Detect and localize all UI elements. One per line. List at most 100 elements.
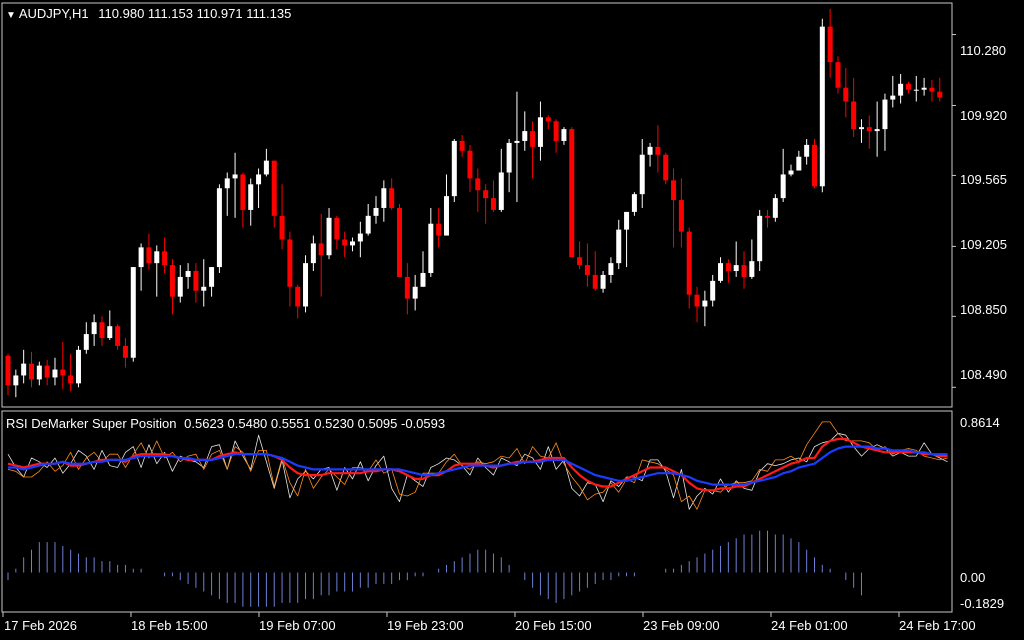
price-tick: 109.205 bbox=[960, 237, 1007, 252]
candle-bear bbox=[725, 263, 731, 272]
candle-bull bbox=[52, 369, 58, 378]
candle-bull bbox=[804, 144, 810, 157]
candle-bull bbox=[898, 83, 904, 96]
candle-bull bbox=[749, 261, 755, 277]
candle-bull bbox=[209, 267, 215, 287]
candle-bull bbox=[248, 184, 254, 210]
candle-bear bbox=[342, 239, 348, 246]
candle-bull bbox=[154, 251, 160, 264]
candle-bear bbox=[843, 87, 849, 102]
series-line-white-thin bbox=[7, 432, 948, 510]
histogram-layer bbox=[7, 530, 862, 607]
candle-bull bbox=[631, 194, 637, 212]
candle-bear bbox=[279, 215, 285, 240]
candle-bull bbox=[107, 326, 113, 339]
price-tick: 108.850 bbox=[960, 302, 1007, 317]
candle-bull bbox=[819, 26, 825, 187]
candle-bear bbox=[835, 62, 841, 88]
candle-bull bbox=[890, 95, 896, 100]
candle-bear bbox=[295, 286, 301, 307]
series-line-blue bbox=[8, 445, 948, 486]
symbol-label: AUDJPY,H1 bbox=[18, 6, 89, 21]
candle-bull bbox=[263, 160, 269, 175]
indicator-values: 0.5623 0.5480 0.5551 0.5230 0.5095 -0.05… bbox=[184, 416, 446, 431]
candle-bull bbox=[75, 349, 81, 384]
candle-bull bbox=[796, 156, 802, 171]
series-line-orange-thin bbox=[7, 421, 948, 510]
time-tick: 19 Feb 23:00 bbox=[387, 618, 464, 633]
candle-bear bbox=[671, 180, 677, 201]
candle-bear bbox=[827, 26, 833, 63]
candle-bull bbox=[451, 140, 457, 197]
candle-bear bbox=[475, 178, 481, 191]
candle-bull bbox=[718, 263, 724, 281]
main-pane-frame bbox=[1, 2, 953, 408]
time-tick: 17 Feb 2026 bbox=[4, 618, 78, 633]
candle-bull bbox=[772, 198, 778, 218]
time-tick: 24 Feb 17:00 bbox=[899, 618, 976, 633]
indicator-name: RSI DeMarker Super Position bbox=[6, 416, 177, 431]
candle-bull bbox=[913, 89, 919, 91]
candle-bull bbox=[350, 241, 356, 246]
candle-bull bbox=[506, 142, 512, 173]
candle-bear bbox=[318, 243, 324, 256]
candle-bull bbox=[216, 188, 222, 268]
indicator-tick: -0.1829 bbox=[960, 596, 1005, 611]
candle-bear bbox=[483, 190, 489, 199]
candle-bull bbox=[733, 265, 739, 272]
candle-bear bbox=[678, 200, 684, 232]
main-header[interactable]: ▼ AUDJPY,H1 110.980 111.153 110.971 111.… bbox=[6, 7, 291, 23]
candle-bear bbox=[28, 363, 34, 380]
price-tick: 110.280 bbox=[960, 43, 1007, 58]
candle-bull bbox=[710, 280, 716, 301]
symbol-dropdown-icon[interactable]: ▼ bbox=[6, 10, 16, 21]
candle-bull bbox=[702, 300, 708, 307]
candle-bear bbox=[655, 146, 661, 155]
candle-bear bbox=[44, 365, 50, 378]
candle-bear bbox=[905, 83, 911, 90]
candle-bull bbox=[357, 233, 363, 242]
candle-bear bbox=[287, 239, 293, 287]
candle-bull bbox=[600, 274, 606, 289]
indicator-lines-layer bbox=[7, 421, 948, 510]
candle-bull bbox=[373, 207, 379, 216]
candle-bull bbox=[498, 172, 504, 210]
candle-bull bbox=[514, 140, 520, 143]
candle-bull bbox=[522, 131, 528, 141]
candle-bull bbox=[138, 247, 144, 268]
candle-bear bbox=[584, 265, 590, 275]
candle-bear bbox=[765, 215, 771, 218]
candle-bull bbox=[647, 146, 653, 155]
candle-bear bbox=[122, 345, 128, 358]
candle-bear bbox=[68, 375, 74, 384]
candle-bull bbox=[882, 99, 888, 130]
series-line-red bbox=[7, 437, 948, 492]
candle-bear bbox=[404, 276, 410, 299]
candle-bull bbox=[874, 129, 880, 132]
candle-bear bbox=[866, 127, 872, 132]
candle-bull bbox=[83, 334, 89, 350]
time-tick: 20 Feb 15:00 bbox=[515, 618, 592, 633]
candle-bear bbox=[686, 231, 692, 295]
candle-bull bbox=[443, 196, 449, 236]
time-tick: 18 Feb 15:00 bbox=[131, 618, 208, 633]
candle-bull bbox=[91, 322, 97, 335]
candle-bull bbox=[639, 154, 645, 195]
candle-bear bbox=[530, 131, 536, 147]
candle-bear bbox=[592, 274, 598, 289]
candle-bull bbox=[537, 117, 543, 147]
candle-bear bbox=[929, 87, 935, 92]
candle-bull bbox=[21, 363, 27, 376]
candle-bull bbox=[616, 229, 622, 264]
candle-bull bbox=[780, 174, 786, 199]
indicator-pane-frame bbox=[1, 410, 953, 613]
candle-bull bbox=[561, 129, 567, 141]
candle-bear bbox=[146, 247, 152, 264]
candle-bull bbox=[788, 170, 794, 175]
candle-bull bbox=[130, 267, 136, 358]
candle-bear bbox=[162, 251, 168, 266]
time-tick: 24 Feb 01:00 bbox=[771, 618, 848, 633]
indicator-tick: 0.8614 bbox=[960, 415, 1000, 430]
candle-bear bbox=[334, 217, 340, 240]
